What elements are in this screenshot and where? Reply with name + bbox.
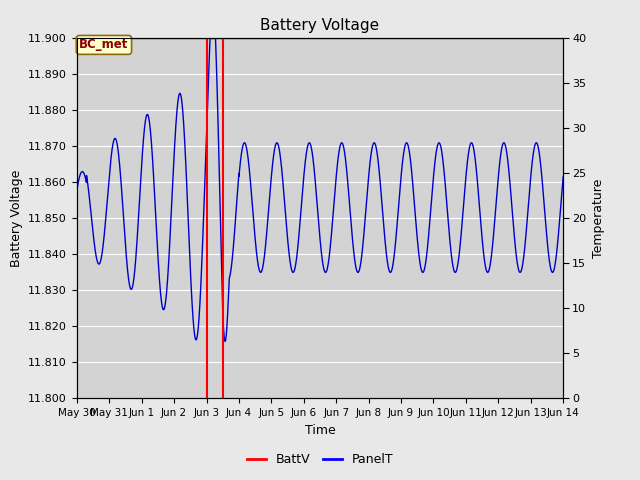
Y-axis label: Battery Voltage: Battery Voltage: [10, 170, 22, 267]
Y-axis label: Temperature: Temperature: [592, 179, 605, 258]
Legend: BattV, PanelT: BattV, PanelT: [242, 448, 398, 471]
Text: BC_met: BC_met: [79, 38, 129, 51]
Title: Battery Voltage: Battery Voltage: [260, 18, 380, 33]
X-axis label: Time: Time: [305, 424, 335, 437]
